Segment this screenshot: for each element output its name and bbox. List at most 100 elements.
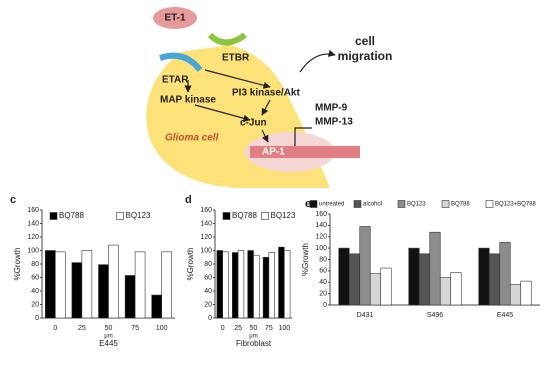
bar [71,262,83,319]
ligand: ET-1 [164,13,186,24]
legend-label: BQ123+BQ788 [495,202,537,208]
x-tick-label: 50 [250,325,258,332]
x-unit: μm [104,334,112,340]
x-tick-label: 0 [53,325,57,332]
legend-swatch [309,200,318,208]
bar [348,253,361,306]
y-tick-label: 100 [315,245,327,252]
bar [283,250,291,319]
legend-swatch [485,200,494,208]
legend-label: BQ123 [407,202,426,208]
bar [338,247,350,306]
y-tick-label: 140 [315,222,327,229]
x-tick-label: 75 [265,325,273,332]
legend-label: alcohol [363,202,382,208]
panel-label: e [305,198,311,210]
bar [216,250,224,319]
x-tick-label: 25 [234,325,242,332]
legend-label: BQ788 [451,202,470,208]
bar [151,294,163,319]
migration: migration [338,49,393,63]
y-axis-label: %Growth [13,248,22,281]
y-tick-label: 140 [27,220,39,227]
y-tick-label: 20 [31,301,39,308]
y-tick-label: 40 [204,288,212,295]
receptor-a-label: ETAR [162,75,189,86]
bar [108,244,119,319]
legend-label: BQ123 [271,211,296,220]
bar [369,273,382,306]
bar [278,246,285,319]
y-tick-label: 100 [27,247,39,254]
x-tick-label: 50 [105,325,113,332]
panel-label: c [10,194,16,206]
y-tick-label: 80 [319,256,327,263]
x-tick-label: 0 [221,325,225,332]
bar [253,254,260,319]
x-tick-label: E445 [497,312,513,319]
y-tick-label: 120 [200,234,212,241]
bar [124,275,136,319]
ap1-box [250,146,360,158]
y-axis-label: %Growth [301,243,310,276]
bar [45,250,56,319]
diagram: ET-1 ETAR ETBR PI3 kinase/Akt MAP kinase… [146,7,392,188]
legend-label: BQ788 [59,211,84,220]
legend-swatch [441,200,450,208]
bar [161,251,172,319]
bar [380,267,392,306]
y-tick-label: 20 [319,290,327,297]
bar [54,251,66,319]
legend-swatch [353,200,362,208]
y-tick-label: 120 [27,234,39,241]
ligand-shape [153,7,197,29]
mapk: MAP kinase [160,95,216,106]
y-tick-label: 60 [204,274,212,281]
x-tick-label: 100 [156,325,168,332]
cjun: c-Jun [240,118,267,129]
x-tick-label: D431 [357,312,374,319]
bar [81,250,93,319]
bar [247,250,254,319]
bar [359,226,371,306]
bar [509,284,522,306]
legend-swatch [49,212,58,220]
receptor-b-label: ETBR [222,53,250,64]
legend-label: BQ123 [126,211,151,220]
y-tick-label: 0 [35,315,39,322]
x-axis-label: E445 [99,339,118,348]
y-tick-label: 0 [208,315,212,322]
receptor-a [159,52,203,72]
x-tick-label: 100 [278,325,290,332]
y-tick-label: 20 [204,301,212,308]
y-tick-label: 0 [323,302,327,309]
bar [98,264,109,319]
bar [499,242,511,306]
x-unit: μm [249,334,257,340]
bar [134,251,146,319]
y-tick-label: 40 [31,288,39,295]
bar [418,253,431,306]
y-tick-label: 140 [200,220,212,227]
legend-label: untreated [319,202,344,208]
legend-swatch [261,212,269,220]
receptor-b [207,32,247,46]
ap1: AP-1 [262,147,285,158]
y-tick-label: 160 [315,211,327,218]
mmp9: MMP-9 [315,103,348,114]
bar [520,280,532,306]
y-axis-label: %Growth [186,248,195,281]
y-tick-label: 80 [204,261,212,268]
bar [232,252,239,319]
bar [478,247,490,306]
legend-label: BQ788 [232,211,257,220]
cell-label: Glioma cell [165,133,219,144]
panel-label: d [185,194,192,206]
bar [450,272,462,306]
bar [408,247,420,306]
bar [439,277,452,306]
y-tick-label: 120 [315,234,327,241]
x-tick-label: 25 [78,325,86,332]
legend-swatch [397,200,406,208]
